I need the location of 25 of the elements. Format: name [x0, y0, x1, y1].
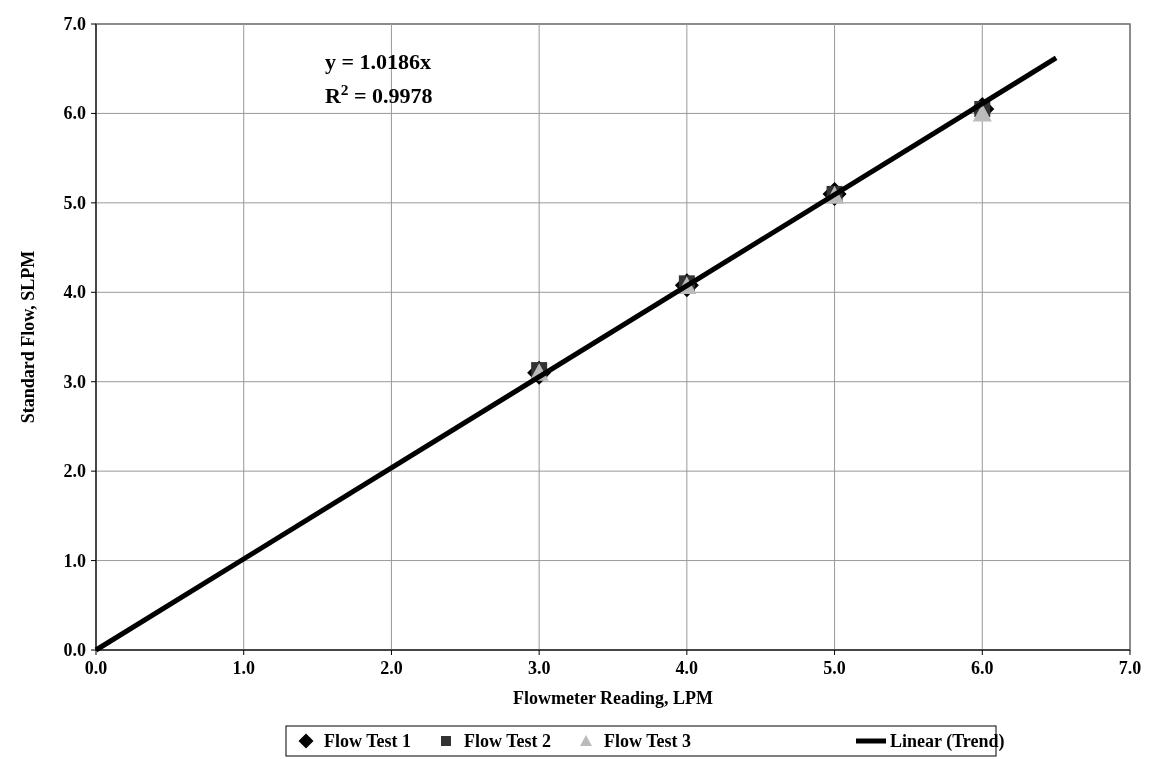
y-tick-label: 7.0 — [63, 14, 86, 34]
y-tick-label: 0.0 — [63, 640, 86, 660]
x-tick-label: 5.0 — [823, 658, 846, 678]
x-tick-label: 4.0 — [675, 658, 699, 678]
x-tick-label: 3.0 — [527, 658, 551, 678]
x-axis-title: Flowmeter Reading, LPM — [512, 688, 714, 708]
annotation: R$^{2}$ = 0.9978 — [324, 80, 433, 108]
x-tick-label: 2.0 — [380, 658, 403, 678]
y-tick-label: 2.0 — [63, 461, 86, 482]
y-tick-label: 1.0 — [63, 550, 86, 571]
legend-label: Flow Test 1 — [324, 731, 412, 751]
y-tick-label: 6.0 — [63, 103, 86, 124]
x-tick-label: 1.0 — [232, 658, 255, 678]
y-tick-label: 3.0 — [63, 371, 86, 392]
x-tick-label: 0.0 — [84, 658, 108, 678]
point — [972, 103, 992, 122]
annotation: y = 1.0186x — [324, 48, 431, 74]
y-axis-title: Standard Flow, SLPM — [18, 250, 38, 424]
x-tick-label: 6.0 — [971, 658, 994, 678]
legend-label: Flow Test 3 — [604, 731, 692, 751]
y-tick-label: 5.0 — [63, 192, 86, 213]
x-tick-label: 7.0 — [1118, 658, 1142, 678]
y-tick-label: 4.0 — [63, 282, 86, 303]
legend-label: Linear (Trend) — [890, 731, 1005, 752]
legend-label: Flow Test 2 — [464, 731, 552, 751]
